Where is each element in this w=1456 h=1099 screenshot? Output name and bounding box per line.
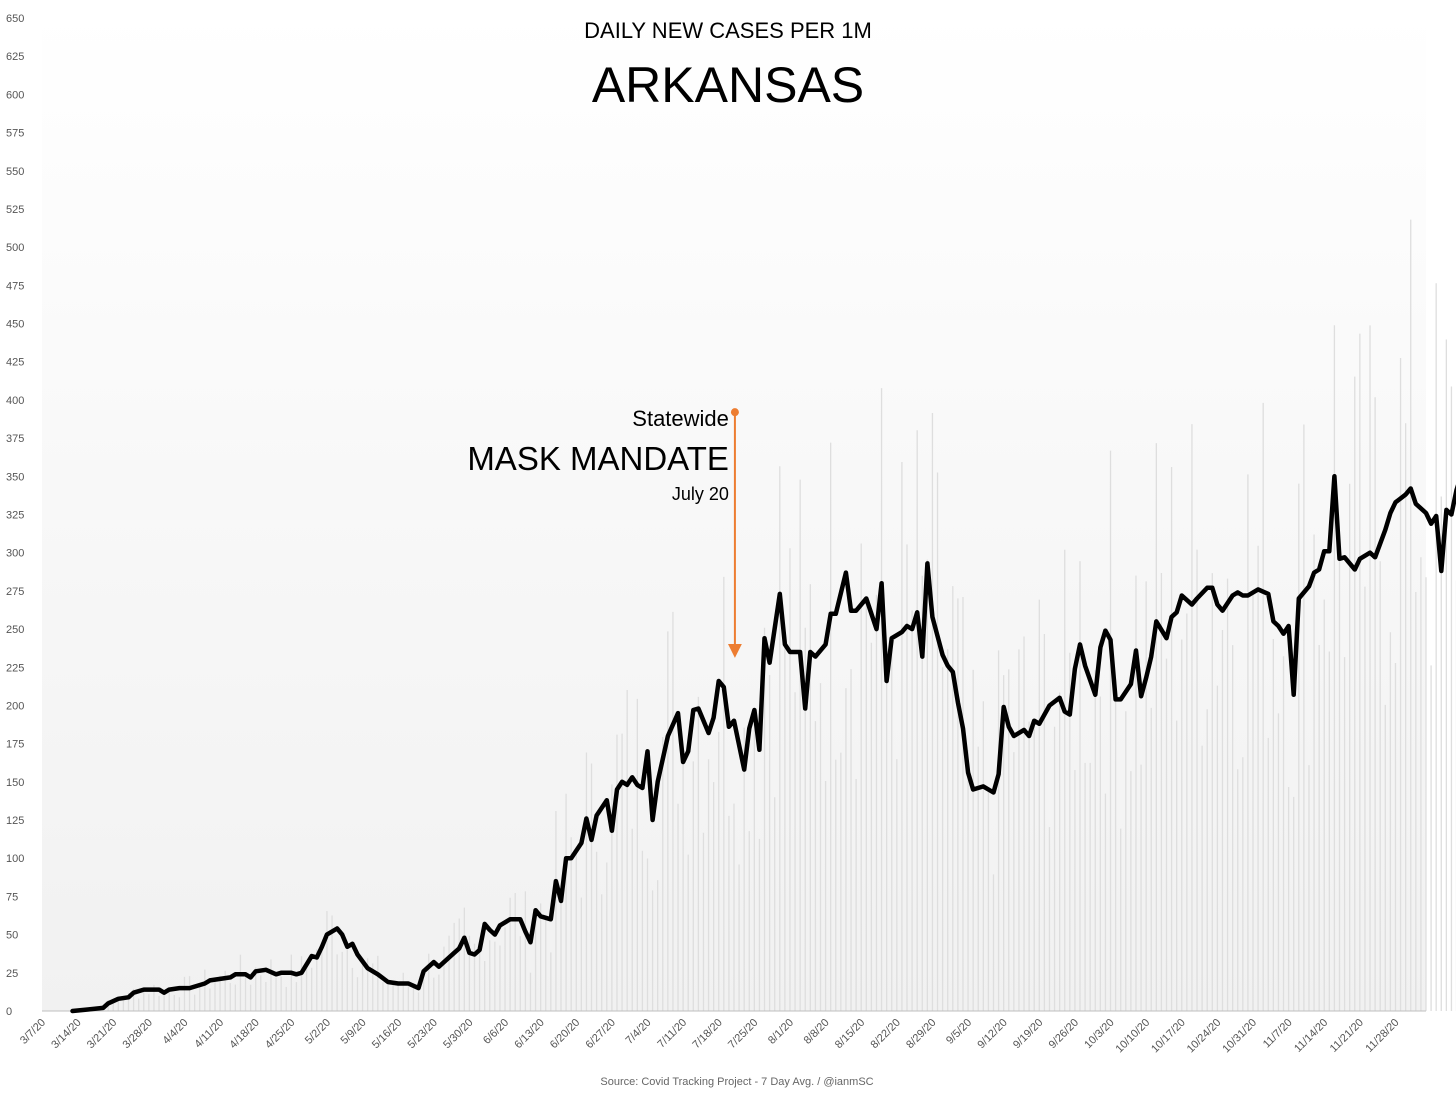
- x-tick-label: 5/23/20: [405, 1017, 439, 1051]
- x-tick-label: 10/24/20: [1185, 1017, 1224, 1056]
- x-tick-label: 7/11/20: [655, 1017, 689, 1051]
- y-tick-label: 75: [6, 891, 18, 903]
- x-tick-label: 11/28/20: [1363, 1017, 1401, 1055]
- x-tick-label: 11/14/20: [1292, 1017, 1330, 1055]
- x-tick-label: 8/8/20: [802, 1017, 832, 1047]
- x-tick-label: 10/17/20: [1149, 1017, 1188, 1056]
- y-tick-label: 25: [6, 968, 18, 980]
- x-tick-label: 4/4/20: [160, 1017, 190, 1047]
- x-tick-label: 11/7/20: [1261, 1017, 1295, 1051]
- source-note: Source: Covid Tracking Project - 7 Day A…: [600, 1076, 873, 1088]
- x-tick-label: 8/15/20: [833, 1017, 867, 1051]
- y-tick-label: 525: [6, 204, 24, 216]
- x-tick-label: 6/6/20: [481, 1017, 511, 1047]
- annotation-mask-mandate: MASK MANDATE: [467, 440, 729, 477]
- x-tick-label: 6/20/20: [548, 1017, 582, 1051]
- x-axis-ticks: 3/7/20 3/14/20 3/21/20 3/28/20 4/4/20 4/11/20…: [18, 1017, 1402, 1056]
- y-tick-label: 300: [6, 548, 24, 560]
- y-tick-label: 575: [6, 128, 24, 140]
- series-line: [70, 474, 1456, 1014]
- x-tick-label: 4/11/20: [192, 1017, 226, 1051]
- x-tick-label: 10/31/20: [1220, 1017, 1259, 1056]
- x-tick-label: 3/21/20: [85, 1017, 119, 1051]
- x-tick-label: 5/16/20: [370, 1017, 404, 1051]
- y-axis-ticks: 0 25 50 75 100 125 150 175 200 225 250 275 300 325 350…: [6, 13, 24, 1018]
- y-tick-label: 425: [6, 357, 24, 369]
- y-tick-label: 250: [6, 624, 24, 636]
- chart-title: DAILY NEW CASES PER 1M: [584, 18, 872, 43]
- x-tick-label: 10/3/20: [1082, 1017, 1116, 1051]
- x-tick-label: 9/5/20: [944, 1017, 974, 1047]
- x-tick-label: 3/14/20: [49, 1017, 83, 1051]
- annotation-date: July 20: [672, 484, 729, 504]
- x-tick-label: 7/25/20: [726, 1017, 760, 1051]
- x-tick-label: 5/9/20: [339, 1017, 369, 1047]
- y-tick-label: 500: [6, 242, 24, 254]
- x-tick-label: 7/18/20: [690, 1017, 724, 1051]
- y-tick-label: 325: [6, 510, 24, 522]
- y-tick-label: 650: [6, 13, 24, 25]
- x-tick-label: 4/25/20: [263, 1017, 297, 1051]
- x-tick-label: 9/19/20: [1011, 1017, 1045, 1051]
- annotation-statewide: Statewide: [632, 406, 729, 431]
- y-tick-label: 150: [6, 777, 24, 789]
- y-tick-label: 375: [6, 433, 24, 445]
- chart-subtitle: ARKANSAS: [592, 57, 864, 113]
- x-tick-label: 5/2/20: [303, 1017, 333, 1047]
- y-tick-label: 50: [6, 930, 18, 942]
- y-tick-label: 550: [6, 166, 24, 178]
- x-tick-label: 8/1/20: [766, 1017, 796, 1047]
- x-tick-label: 3/28/20: [121, 1017, 155, 1051]
- y-tick-label: 475: [6, 280, 24, 292]
- x-tick-label: 3/7/20: [18, 1017, 48, 1047]
- x-tick-label: 5/30/20: [441, 1017, 475, 1051]
- y-tick-label: 100: [6, 853, 24, 865]
- x-tick-label: 6/13/20: [512, 1017, 546, 1051]
- x-tick-label: 8/29/20: [904, 1017, 938, 1051]
- mask-mandate-dot: [730, 408, 739, 417]
- y-tick-label: 625: [6, 51, 24, 63]
- y-tick-label: 275: [6, 586, 24, 598]
- y-tick-label: 125: [6, 815, 24, 827]
- x-tick-label: 10/10/20: [1113, 1017, 1152, 1056]
- x-tick-label: 9/12/20: [975, 1017, 1009, 1051]
- faint-daily-bars: [76, 219, 1456, 1011]
- x-tick-label: 8/22/20: [869, 1017, 903, 1051]
- x-tick-label: 6/27/20: [584, 1017, 618, 1051]
- y-tick-label: 350: [6, 471, 24, 483]
- y-tick-label: 600: [6, 89, 24, 101]
- x-tick-label: 7/4/20: [624, 1017, 654, 1047]
- x-tick-label: 9/26/20: [1047, 1017, 1081, 1051]
- y-tick-label: 175: [6, 739, 24, 751]
- x-tick-label: 11/21/20: [1328, 1017, 1366, 1055]
- y-tick-label: 450: [6, 319, 24, 331]
- y-tick-label: 400: [6, 395, 24, 407]
- y-tick-label: 225: [6, 662, 24, 674]
- y-tick-label: 200: [6, 700, 24, 712]
- y-tick-label: 0: [6, 1006, 12, 1018]
- x-tick-label: 4/18/20: [227, 1017, 261, 1051]
